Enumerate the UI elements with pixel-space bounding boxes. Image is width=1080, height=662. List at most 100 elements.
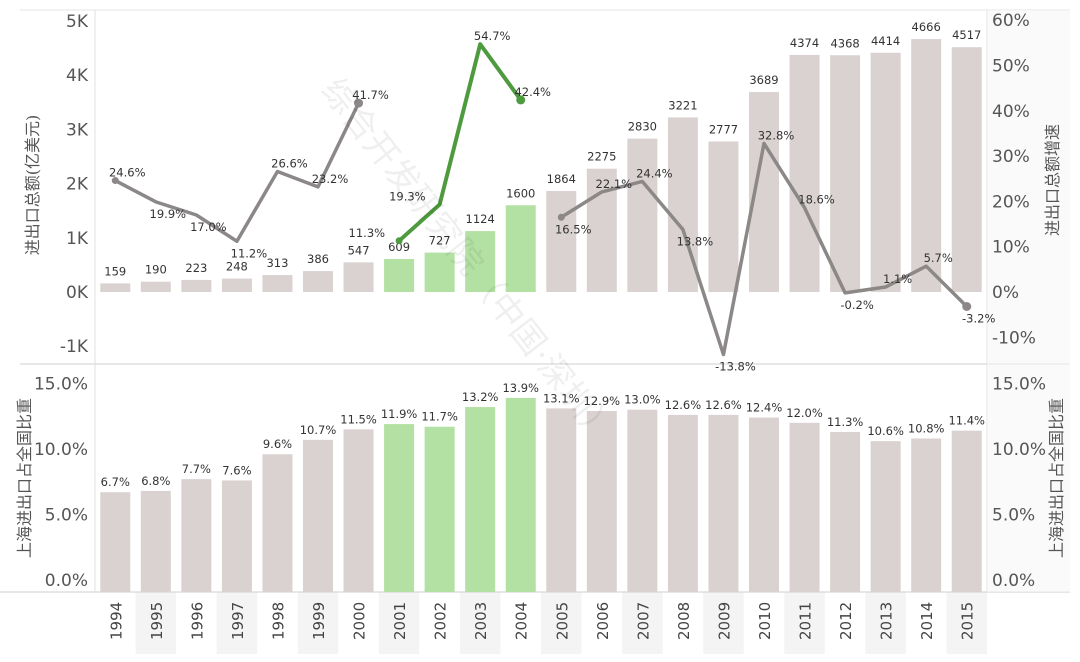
bar-share-2012 (830, 431, 861, 592)
x-tick-label: 2000 (351, 602, 369, 640)
growth-label-2013: 1.1% (883, 272, 912, 286)
share-label-1995: 6.8% (141, 474, 170, 488)
share-label-1994: 6.7% (101, 475, 130, 489)
y-right-tick-label: 50% (992, 57, 1030, 77)
y-right-tick-label: 20% (992, 192, 1030, 212)
x-tick-label: 1996 (188, 602, 206, 640)
growth-label-2007: 24.4% (636, 166, 673, 180)
growth-label-2002: 19.3% (389, 190, 426, 204)
y-tick-label: 2K (66, 175, 89, 195)
bar-label-2000: 547 (348, 243, 370, 257)
x-band (216, 592, 258, 654)
bar-label-2009: 2777 (709, 122, 738, 136)
x-tick-label: 2009 (715, 602, 733, 640)
bar-label-2013: 4414 (871, 34, 900, 48)
x-tick-label: 2005 (553, 602, 571, 640)
growth-label-2008: 13.8% (677, 234, 714, 248)
share-label-2004: 13.9% (502, 381, 539, 395)
growth-label-2014: 5.7% (924, 251, 953, 265)
x-tick-label: 2002 (432, 602, 450, 640)
bar-share-1994 (100, 492, 131, 592)
y-right-tick-label: -10% (992, 328, 1036, 348)
share-label-2002: 11.7% (421, 410, 458, 424)
bar-label-2001: 609 (388, 240, 410, 254)
y-right-axis-title: 进出口总额增速 (1043, 124, 1062, 236)
bar-total-1997 (221, 278, 252, 292)
share-label-2015: 11.4% (948, 414, 985, 428)
x-tick-label: 2010 (756, 602, 774, 640)
y-tick-label: 5K (66, 12, 89, 32)
x-band (865, 592, 906, 654)
bar-share-2000 (343, 429, 374, 592)
bar-label-2005: 1864 (547, 172, 576, 186)
y-tick-label: 3K (66, 120, 89, 140)
bar-share-2006 (586, 411, 617, 592)
x-tick-label: 1994 (107, 602, 125, 640)
bar-total-2007 (627, 138, 658, 292)
bar-label-2010: 3689 (749, 73, 778, 87)
y-right-tick-label: 0% (992, 283, 1019, 303)
share-label-2001: 11.9% (381, 407, 418, 421)
x-tick-label: 2003 (472, 602, 490, 640)
x-tick-label: 1998 (269, 602, 287, 640)
y2-axis-title: 上海进出口占全国比重 (15, 398, 34, 558)
x-band (135, 592, 177, 654)
right-axis-bg (987, 10, 1070, 592)
x-band (378, 592, 420, 654)
bar-share-1996 (181, 479, 212, 592)
bar-share-2013 (870, 441, 901, 592)
bar-label-2008: 3221 (668, 98, 697, 112)
growth-label-1998: 26.6% (271, 157, 308, 171)
bar-label-1999: 386 (307, 252, 329, 266)
bar-label-1996: 223 (185, 261, 207, 275)
bar-share-2015 (951, 430, 982, 592)
bar-total-2004 (505, 205, 536, 292)
x-tick-label: 1999 (310, 602, 328, 640)
share-label-2005: 13.1% (543, 391, 580, 405)
bar-total-2009 (708, 141, 739, 292)
x-tick-label: 2001 (391, 602, 409, 640)
bar-share-1995 (140, 490, 171, 592)
share-label-2013: 10.6% (867, 424, 904, 438)
growth-line-start (395, 237, 403, 245)
y2-tick-label: 0.0% (45, 571, 88, 591)
share-label-2010: 12.4% (746, 401, 783, 415)
x-tick-label: 2014 (918, 602, 936, 640)
growth-line-segment (397, 42, 523, 243)
bar-share-2003 (465, 407, 496, 592)
bar-label-2015: 4517 (952, 28, 981, 42)
y2-tick-label: 10.0% (34, 440, 88, 460)
x-tick-label: 2008 (675, 602, 693, 640)
growth-label-2010: 32.8% (758, 128, 795, 142)
x-tick-label: 1997 (229, 602, 247, 640)
share-label-2009: 12.6% (705, 398, 742, 412)
x-tick-label: 2012 (837, 602, 855, 640)
y-right-tick-label: 40% (992, 102, 1030, 122)
y-tick-label: 1K (66, 229, 89, 249)
growth-line-start (557, 213, 565, 221)
bar-label-2007: 2830 (628, 120, 657, 134)
share-label-1997: 7.6% (222, 463, 251, 477)
growth-line-segment (560, 141, 968, 357)
growth-label-2011: 18.6% (798, 193, 835, 207)
x-tick-label: 2006 (594, 602, 612, 640)
y-right-tick-label: 30% (992, 147, 1030, 167)
bar-share-1998 (262, 454, 293, 592)
x-tick-label: 2004 (513, 602, 531, 640)
bar-total-2014 (911, 39, 942, 292)
x-band (541, 592, 582, 654)
bar-label-2003: 1124 (466, 212, 495, 226)
growth-label-1997: 11.2% (231, 246, 268, 260)
share-label-2011: 12.0% (786, 406, 823, 420)
bar-label-2004: 1600 (506, 186, 535, 200)
bar-share-1999 (303, 439, 333, 592)
bar-total-1996 (181, 279, 212, 292)
bar-total-2012 (830, 55, 861, 293)
bar-label-1997: 248 (226, 260, 248, 274)
y-right-tick-label: 60% (992, 11, 1030, 31)
y-tick-label: 0K (66, 283, 89, 303)
growth-line-segment (114, 102, 361, 244)
bar-share-2008 (667, 414, 698, 592)
y2-right-tick-label: 10.0% (992, 440, 1046, 460)
